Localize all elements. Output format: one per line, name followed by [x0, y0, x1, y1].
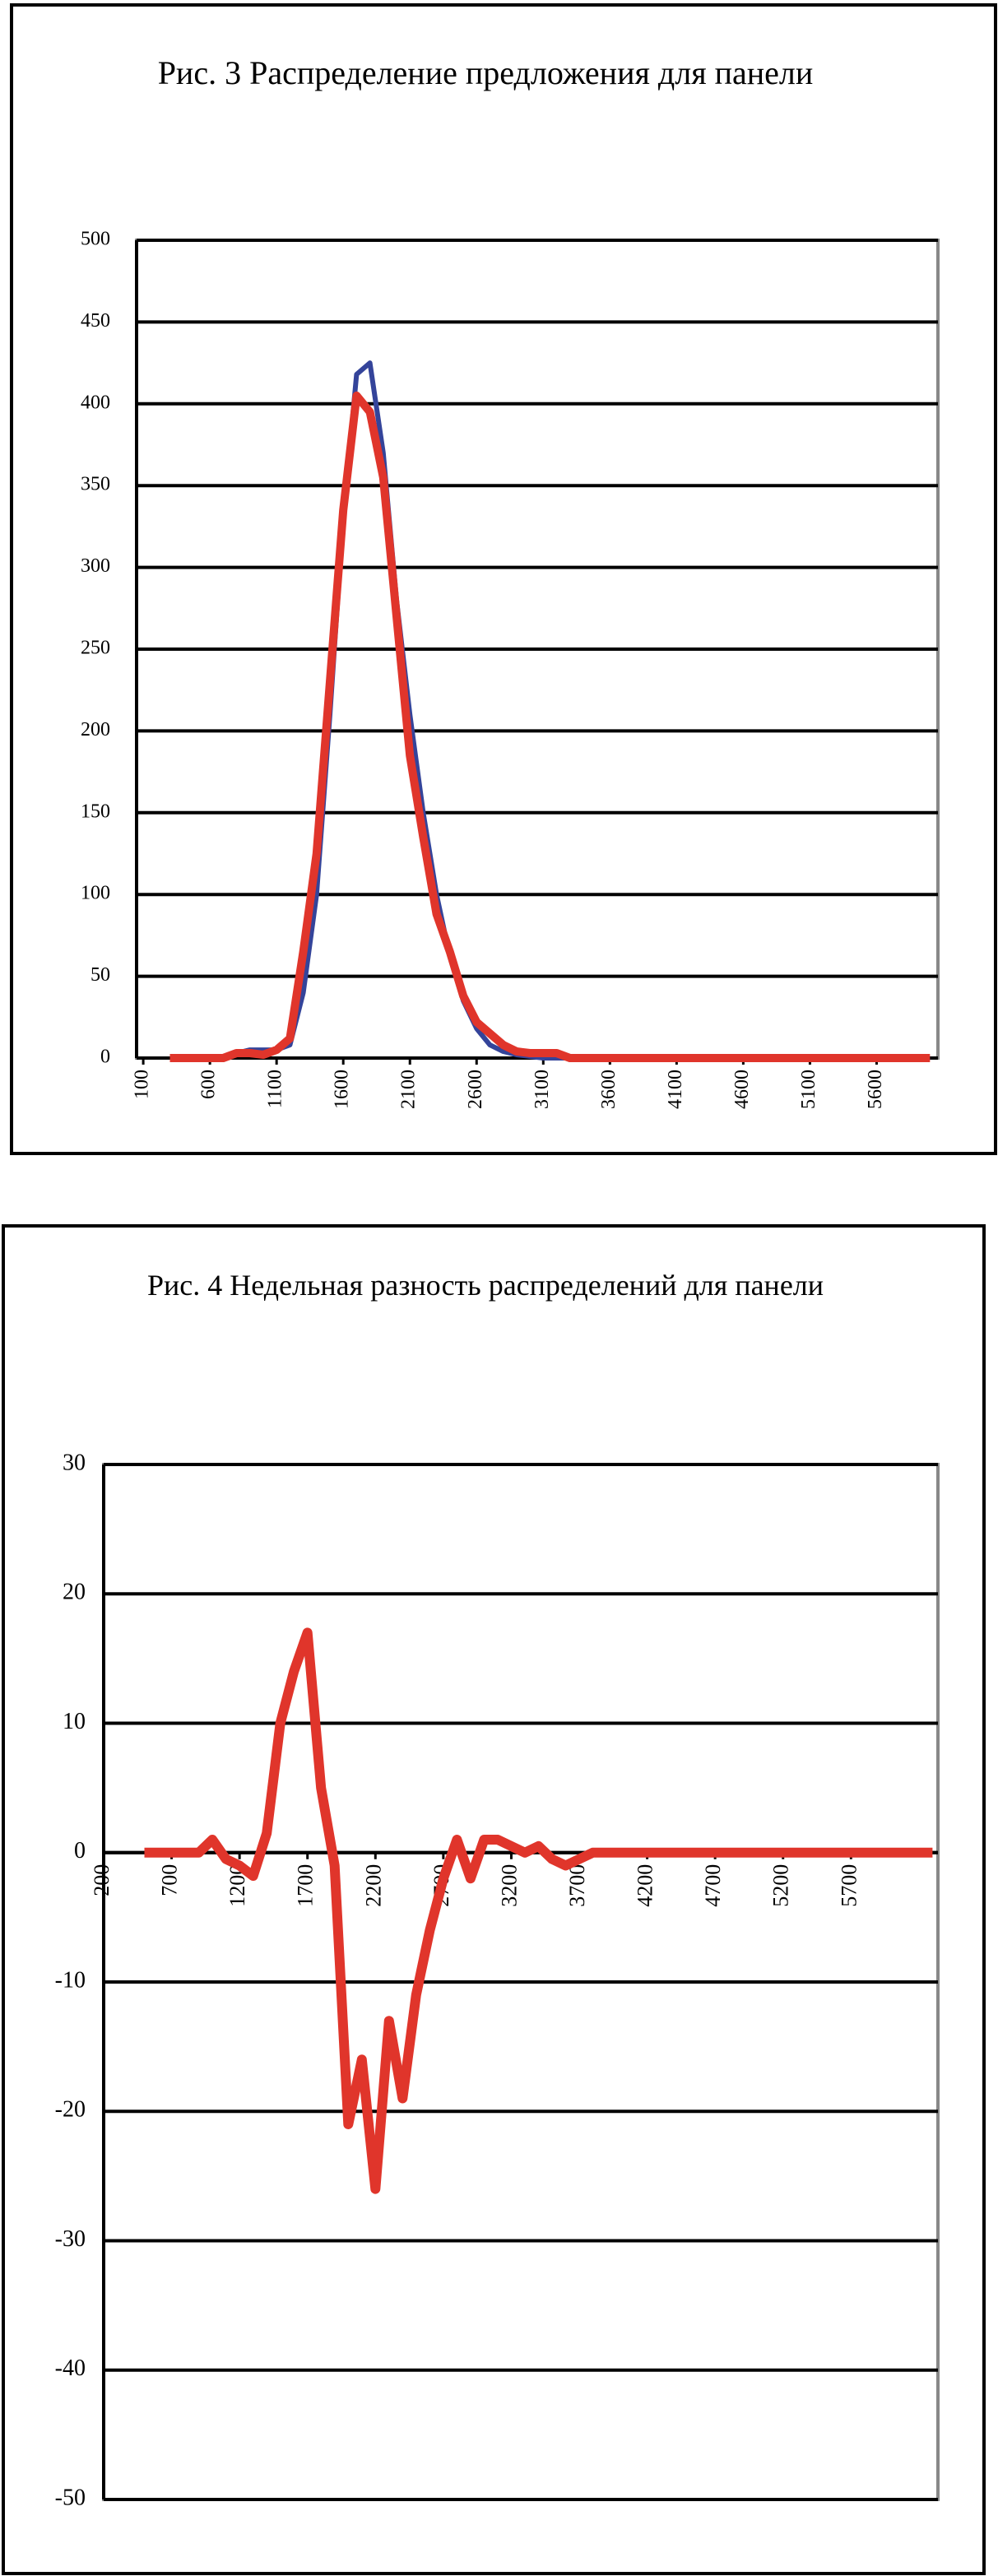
x-tick-label: 3200 [497, 1864, 521, 1907]
y-tick-label: -40 [55, 2356, 86, 2381]
y-tick-label: -20 [55, 2097, 86, 2123]
x-tick-label: 100 [132, 1070, 153, 1099]
y-tick-label: 250 [81, 638, 110, 659]
x-tick-label: 1700 [294, 1864, 318, 1907]
data-line [144, 1627, 933, 2194]
chart-title: Рис. 3 Распределение предложения для пан… [157, 54, 814, 91]
x-tick-label: 3700 [565, 1864, 589, 1907]
y-tick-label: 300 [81, 555, 110, 577]
x-tick-label: 4100 [665, 1070, 686, 1109]
y-tick-label: 20 [63, 1580, 86, 1605]
chart-frame [2, 1224, 986, 2575]
data-line [169, 391, 931, 1062]
y-tick-label: -30 [55, 2226, 86, 2252]
x-tick-label: 3100 [531, 1070, 553, 1109]
x-tick-label: 2200 [361, 1864, 385, 1907]
y-tick-label: 500 [81, 229, 110, 250]
y-tick-label: -10 [55, 1967, 86, 1993]
y-tick-label: -50 [55, 2485, 86, 2510]
y-tick-label: 30 [63, 1450, 86, 1475]
x-tick-label: 5700 [837, 1864, 861, 1907]
x-tick-label: 200 [90, 1864, 114, 1896]
y-tick-label: 350 [81, 474, 110, 495]
y-tick-label: 400 [81, 392, 110, 413]
x-tick-label: 4700 [701, 1864, 725, 1907]
x-tick-label: 4600 [731, 1070, 753, 1109]
y-tick-label: 100 [81, 883, 110, 904]
x-tick-label: 1600 [332, 1070, 353, 1109]
x-tick-label: 3600 [598, 1070, 620, 1109]
x-tick-label: 5600 [865, 1070, 886, 1109]
y-tick-label: 450 [81, 310, 110, 332]
y-tick-label: 50 [91, 964, 110, 986]
chart-title: Рис. 4 Недельная разность распределений … [146, 1269, 824, 1302]
chart-frame [10, 3, 997, 1155]
x-tick-label: 2100 [398, 1070, 420, 1109]
y-tick-label: 0 [74, 1838, 86, 1864]
data-line [169, 360, 931, 1061]
x-tick-label: 5200 [769, 1864, 793, 1907]
x-tick-label: 1100 [265, 1070, 286, 1108]
x-tick-label: 2600 [465, 1070, 486, 1109]
y-tick-label: 10 [63, 1709, 86, 1734]
y-tick-label: 200 [81, 719, 110, 740]
y-tick-label: 150 [81, 801, 110, 822]
x-tick-label: 4200 [634, 1864, 657, 1907]
y-tick-label: 0 [100, 1047, 110, 1068]
x-tick-label: 700 [158, 1864, 182, 1896]
x-tick-label: 600 [198, 1070, 220, 1099]
x-tick-label: 5100 [798, 1070, 819, 1109]
